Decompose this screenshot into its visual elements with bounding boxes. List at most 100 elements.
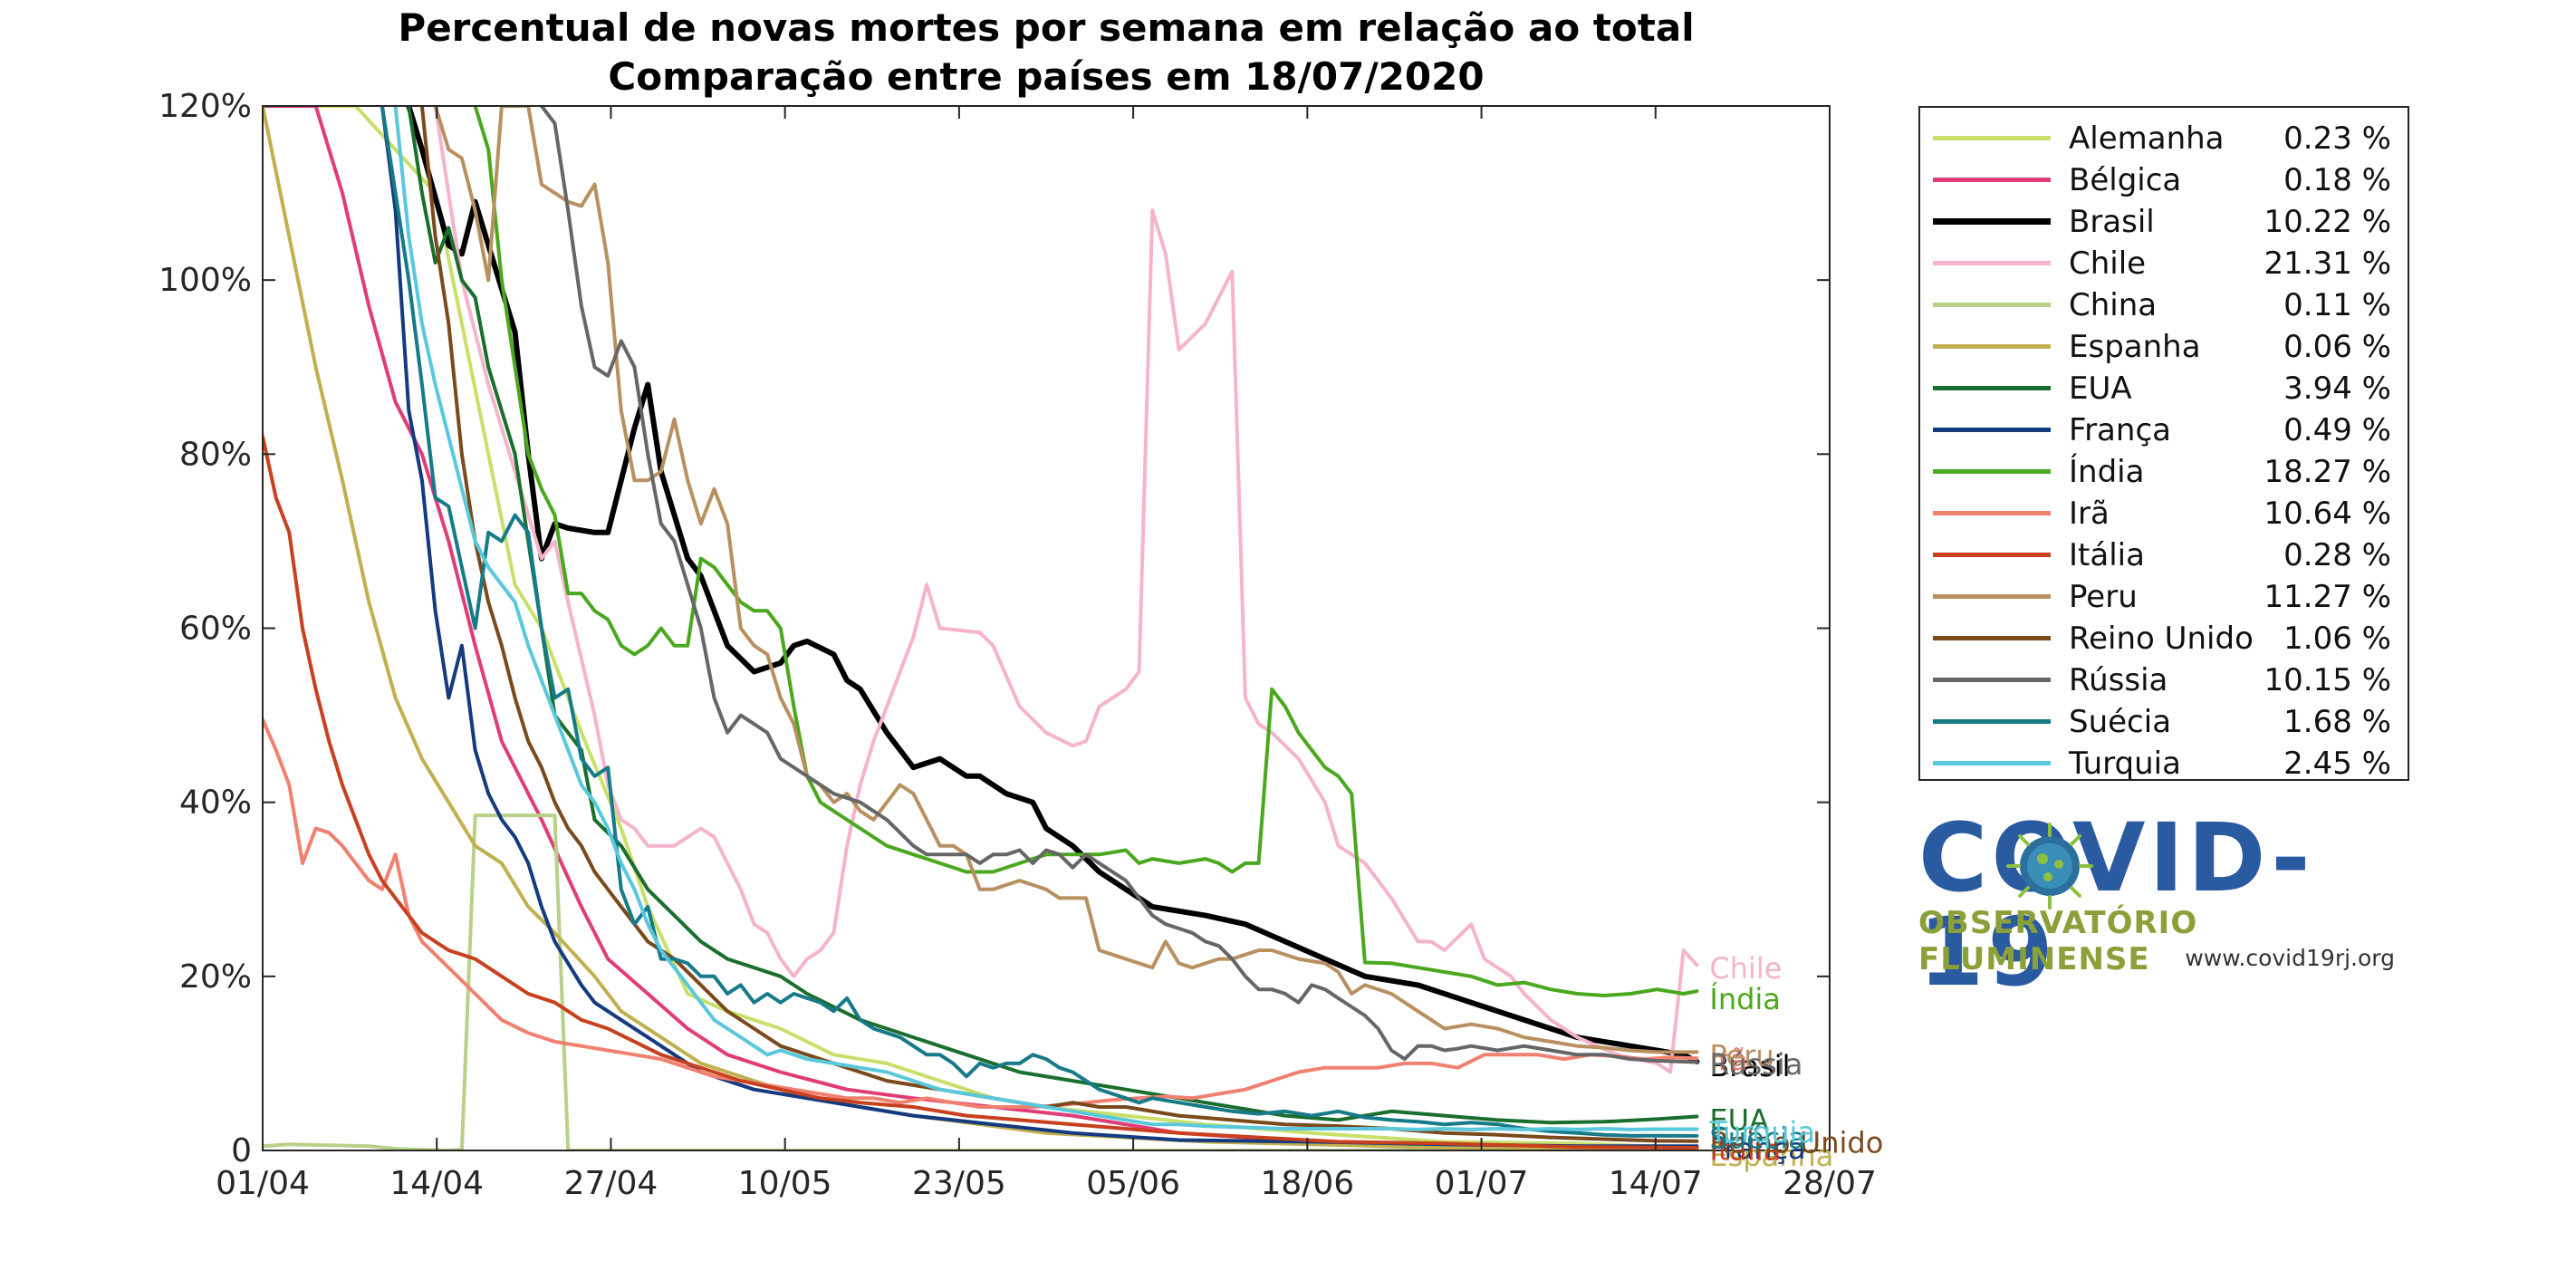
chart-subtitle: Comparação entre países em 18/07/2020 (608, 54, 1485, 99)
x-tick-label: 28/07 (1783, 1165, 1877, 1202)
series-line-alemanha (263, 106, 1699, 1150)
y-tick-label: 40% (179, 784, 252, 822)
legend-label: Índia (2069, 454, 2145, 490)
series-end-label: Itália (1709, 1133, 1781, 1168)
legend-item: Alemanha 0.23 % (1920, 117, 2409, 159)
legend-label: Turquia (2069, 746, 2181, 782)
legend-swatch (1933, 178, 2051, 182)
legend-swatch (1933, 553, 2051, 557)
x-tick-label: 10/05 (738, 1165, 832, 1202)
legend-value: 3.94 % (2283, 371, 2391, 407)
x-tick-label: 18/06 (1260, 1165, 1354, 1202)
logo-title: COVID-19 (1918, 803, 2314, 1007)
series-line-peru (433, 106, 1699, 1054)
series-end-label: Chile (1709, 951, 1782, 986)
legend-swatch (1933, 594, 2051, 599)
legend-value: 18.27 % (2264, 454, 2391, 490)
legend-item: China 0.11 % (1920, 284, 2409, 325)
series-line-espanha (263, 106, 1699, 1150)
series-line-rússia (539, 106, 1699, 1064)
series-end-label: Peru (1709, 1038, 1773, 1073)
y-tick-label: 20% (179, 958, 252, 996)
legend-swatch (1933, 678, 2051, 682)
series-line-itália (263, 435, 1699, 1150)
legend-value: 0.49 % (2283, 412, 2391, 448)
y-tick-label: 0 (231, 1132, 252, 1169)
series-line-bélgica (263, 106, 1699, 1150)
legend-value: 0.28 % (2283, 537, 2391, 573)
series-end-label: Turquia (1708, 1115, 1815, 1150)
legend-swatch (1933, 761, 2051, 765)
legend-label: Suécia (2069, 704, 2172, 740)
legend-swatch (1933, 511, 2051, 515)
legend-label: Bélgica (2069, 162, 2182, 198)
legend-value: 21.31 % (2264, 245, 2391, 282)
legend-swatch (1933, 719, 2051, 724)
legend-swatch (1933, 386, 2051, 390)
series-end-label: Espanha (1709, 1139, 1833, 1173)
legend-value: 0.11 % (2283, 287, 2391, 323)
series-end-label: Brasil (1709, 1049, 1790, 1083)
series-line-reino-unido (419, 106, 1699, 1143)
series-line-eua (407, 106, 1699, 1125)
plot-area: 01/04 14/04 27/04 10/05 23/05 05/06 18/06 01/07… (159, 88, 1883, 1202)
y-tick-label: 80% (179, 436, 252, 473)
legend-label: Peru (2069, 579, 2138, 615)
legend-item: França 0.49 % (1920, 409, 2409, 450)
series-end-label: Índia (1709, 982, 1781, 1016)
y-tick-label: 100% (159, 262, 252, 299)
series-line-irã (263, 717, 1699, 1109)
legend-value: 0.18 % (2283, 162, 2391, 198)
legend-item: Itália 0.28 % (1920, 534, 2409, 575)
legend-value: 2.45 % (2283, 746, 2391, 782)
legend-item: Reino Unido 1.06 % (1920, 617, 2409, 659)
series-end-label: Irã (1709, 1043, 1747, 1077)
legend-swatch (1933, 136, 2051, 140)
legend-value: 11.27 % (2264, 579, 2391, 615)
legend-item: Brasil 10.22 % (1920, 200, 2409, 242)
legend-swatch (1933, 303, 2051, 307)
series-end-label: EUA (1709, 1102, 1769, 1137)
x-tick-label: 01/07 (1435, 1165, 1529, 1202)
legend-swatch (1933, 428, 2051, 432)
legend-label: Rússia (2069, 662, 2168, 698)
series-line-frança (380, 106, 1699, 1149)
x-tick-label: 14/04 (389, 1165, 484, 1202)
legend-swatch (1933, 469, 2051, 474)
series-end-label: Rússia (1709, 1047, 1802, 1082)
legend-value: 10.22 % (2264, 204, 2391, 240)
series-end-label: Suécia (1709, 1121, 1805, 1156)
legend-label: Chile (2069, 245, 2147, 282)
legend-label: China (2069, 287, 2158, 323)
legend-label: França (2069, 412, 2171, 448)
legend-item: Suécia 1.68 % (1920, 700, 2409, 742)
x-tick-label: 23/05 (912, 1165, 1006, 1202)
legend-label: Alemanha (2069, 120, 2225, 157)
series-end-label: França (1709, 1131, 1805, 1166)
series-line-suécia (380, 106, 1699, 1138)
virus-icon (2006, 823, 2093, 909)
series-lines (263, 106, 1700, 1150)
legend-item: Bélgica 0.18 % (1920, 159, 2409, 200)
series-end-label: Reino Unido (1709, 1125, 1883, 1160)
legend-label: Irã (2069, 496, 2110, 532)
series-line-brasil (406, 106, 1700, 1064)
logo-url: www.covid19rj.org (2185, 945, 2395, 971)
legend-swatch (1933, 344, 2051, 349)
legend-value: 0.23 % (2283, 120, 2391, 157)
legend-label: Brasil (2069, 204, 2155, 240)
legend-label: Itália (2069, 537, 2145, 573)
x-tick-label: 27/04 (564, 1165, 658, 1202)
chart-title: Percentual de novas mortes por semana em… (398, 5, 1695, 50)
series-line-índia (473, 106, 1699, 997)
legend-value: 10.64 % (2264, 496, 2391, 532)
legend-value: 1.68 % (2283, 704, 2391, 740)
legend-swatch (1933, 218, 2051, 225)
series-line-chile (433, 106, 1699, 1074)
x-tick-label: 05/06 (1086, 1165, 1180, 1202)
legend-item: Irã 10.64 % (1920, 492, 2409, 534)
legend-label: Reino Unido (2069, 621, 2254, 657)
covid-logo: COVID-19 OBSERVATÓRIO FLUMINENSE www.cov… (1911, 811, 2418, 999)
legend-label: EUA (2069, 371, 2132, 407)
